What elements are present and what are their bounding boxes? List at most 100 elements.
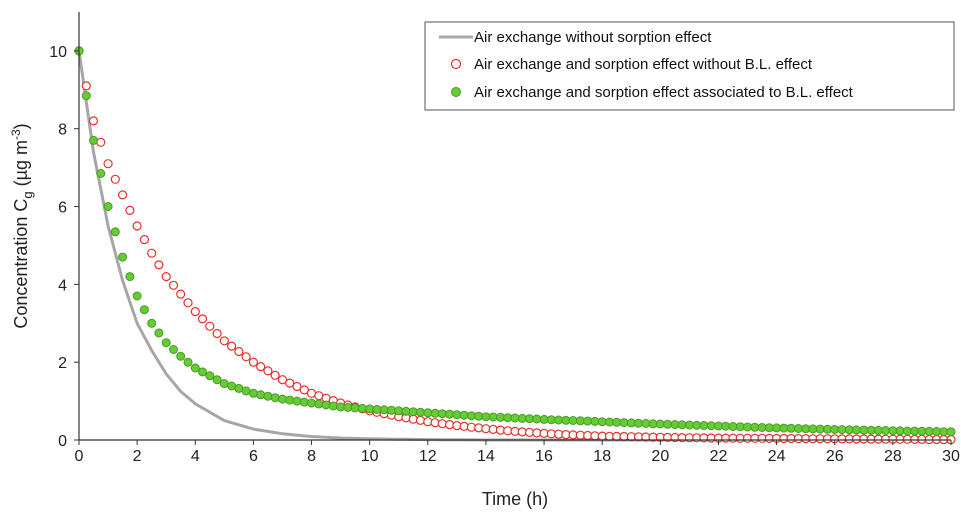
series-2-point: [445, 409, 455, 419]
x-tick-label: 4: [191, 448, 200, 465]
series-2-point: [946, 427, 956, 437]
series-1-point: [263, 366, 273, 376]
series-2-point: [808, 424, 818, 434]
series-1-point: [270, 370, 280, 380]
x-tick-label: 0: [75, 448, 84, 465]
x-tick-label: 28: [884, 448, 902, 465]
series-2-point: [278, 394, 287, 404]
legend-filled-circle-swatch: [451, 87, 461, 97]
series-2-point: [837, 425, 847, 435]
x-tick-label: 12: [419, 448, 437, 465]
series-2-point: [597, 417, 607, 427]
series-2-point: [721, 421, 731, 431]
x-tick-label: 30: [942, 448, 960, 465]
series-2-point: [394, 406, 404, 416]
x-tick-label: 26: [826, 448, 844, 465]
series-2-point: [902, 426, 912, 436]
series-1-point: [248, 357, 258, 367]
series-2-point: [830, 425, 840, 434]
series-2-point: [743, 422, 752, 432]
series-1-point: [132, 221, 142, 231]
series-1-point: [219, 336, 229, 346]
series-2-point: [786, 423, 796, 433]
series-2-point: [372, 404, 382, 414]
series-1-point: [147, 248, 157, 258]
series-2-point: [728, 422, 738, 431]
x-tick-label: 24: [768, 448, 786, 465]
y-tick-label: 6: [58, 200, 67, 217]
series-2-point: [125, 272, 135, 282]
series-2-point: [655, 419, 665, 429]
series-2-point: [481, 412, 491, 422]
series-2-point: [852, 425, 861, 435]
series-1-point: [103, 159, 113, 169]
series-2-point: [641, 419, 651, 428]
x-axis-title: Time (h): [482, 489, 548, 509]
series-2-point: [176, 351, 186, 361]
series-1-point: [110, 174, 120, 184]
series-2-point: [663, 419, 673, 429]
series-2-point: [336, 402, 346, 412]
series-2-point: [503, 413, 513, 423]
series-2-point: [815, 424, 825, 434]
y-tick-label: 2: [58, 355, 67, 372]
series-2-point: [772, 423, 782, 433]
series-2-point: [118, 252, 128, 262]
series-2-point: [357, 403, 367, 413]
series-2-point: [219, 379, 229, 389]
series-2-point: [198, 367, 207, 377]
series-2-point: [132, 291, 142, 301]
y-axis-title: Concentration Cg (µg m-3): [9, 123, 35, 328]
series-2-point: [677, 420, 687, 430]
series-2-point: [96, 169, 106, 178]
series-2-point: [161, 338, 171, 348]
x-tick-label: 8: [307, 448, 316, 465]
series-1-point: [423, 417, 433, 427]
series-2-point: [205, 371, 215, 381]
series-2-point: [612, 417, 622, 427]
series-2-point: [525, 414, 534, 424]
y-tick-label: 8: [58, 122, 67, 139]
series-2-point: [190, 363, 200, 373]
series-2-point: [285, 395, 295, 405]
legend-box: [424, 21, 955, 111]
series-2-point: [248, 388, 258, 398]
series-2-point: [554, 415, 564, 425]
series-2-point: [263, 391, 273, 401]
series-2-point: [328, 401, 338, 411]
series-2-point: [212, 375, 222, 385]
series-1-point: [176, 289, 186, 299]
series-2-point: [532, 414, 542, 424]
series-2-point: [917, 426, 927, 436]
series-2-point: [154, 328, 164, 338]
series-1-point: [161, 272, 171, 282]
legend-label: Air exchange and sorption effect without…: [474, 56, 813, 73]
series-2-point: [169, 345, 178, 354]
series-2-point: [859, 425, 869, 435]
y-tick-label: 0: [58, 433, 67, 450]
x-tick-label: 22: [710, 448, 728, 465]
series-2-point: [764, 423, 774, 433]
x-tick-label: 14: [477, 448, 495, 465]
series-2-point: [488, 412, 498, 422]
legend-label: Air exchange without sorption effect: [474, 29, 712, 46]
x-tick-label: 16: [535, 448, 553, 465]
series-2-point: [939, 427, 949, 437]
series-2-point: [793, 424, 803, 433]
series-2-point: [416, 407, 425, 417]
series-2-point: [227, 381, 237, 391]
series-2-point: [139, 305, 149, 315]
series-2-point: [350, 403, 360, 413]
series-2-point: [684, 420, 694, 430]
series-1-point: [227, 341, 237, 351]
series-2-point: [314, 399, 324, 409]
legend-open-circle-swatch: [450, 58, 462, 70]
x-tick-label: 18: [593, 448, 611, 465]
series-2-point: [307, 398, 316, 408]
series-2-point: [256, 390, 266, 400]
x-tick-label: 2: [133, 448, 142, 465]
series-2-point: [81, 91, 91, 101]
series-1-point: [299, 385, 309, 395]
series-1-point: [154, 260, 164, 270]
series-1-point: [205, 321, 215, 331]
